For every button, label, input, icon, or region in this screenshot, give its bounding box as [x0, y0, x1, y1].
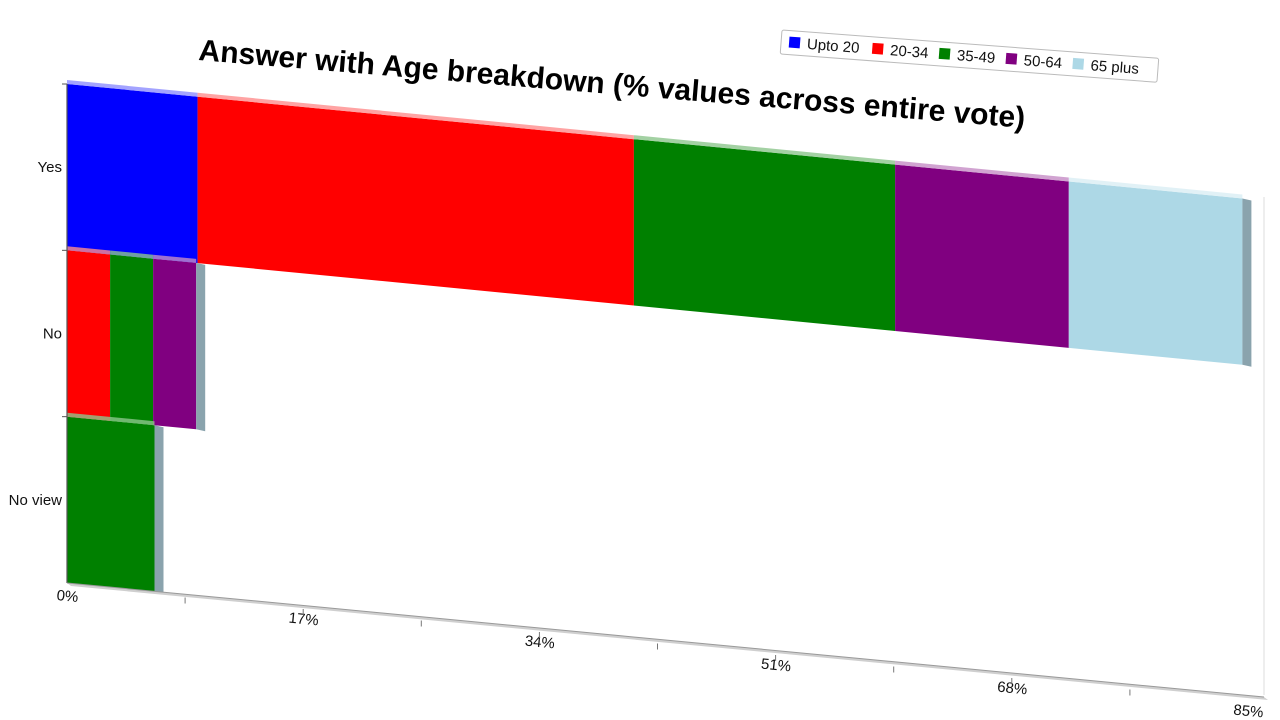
bar-yes-50-64	[895, 164, 1069, 348]
legend-box: Upto 20 20-34 35-49 50-64 65 plus	[779, 29, 1160, 83]
x-tick-label: 51%	[760, 656, 792, 676]
bar-yes-20-34	[197, 96, 634, 306]
legend-swatch	[938, 47, 951, 60]
plot-area	[67, 80, 1252, 594]
bar-top-face	[197, 92, 634, 140]
y-tick-label: No	[43, 326, 62, 343]
legend-swatch	[1072, 57, 1085, 70]
bar-side-face	[154, 425, 164, 594]
legend-label: 50-64	[1023, 52, 1063, 72]
bar-no-35-49	[110, 254, 154, 426]
bar-yes-65-plus	[1068, 181, 1243, 365]
legend-swatch	[871, 42, 884, 55]
y-tick-label: No view	[9, 492, 63, 509]
bar-top-face	[67, 246, 111, 255]
bar-top-face	[895, 160, 1069, 182]
legend-label: 20-34	[890, 42, 930, 62]
legend-label: Upto 20	[806, 36, 860, 57]
bar-top-face	[1068, 177, 1243, 199]
x-axis-floor	[67, 583, 1268, 700]
legend-swatch	[1005, 52, 1018, 65]
bar-yes-35-49	[633, 139, 896, 331]
bar-no-view-35-49	[67, 416, 155, 592]
axes: Yes No No view 0% 17% 34% 51% 68% 85%	[9, 83, 1268, 720]
legend-swatch	[788, 36, 801, 49]
bar-top-face	[67, 412, 155, 426]
legend-label: 65 plus	[1090, 57, 1140, 78]
legend: Upto 20 20-34 35-49 50-64 65 plus	[779, 29, 1160, 83]
bar-top-face	[633, 135, 896, 165]
bar-top-face	[153, 254, 197, 263]
x-tick-label: 85%	[1233, 702, 1265, 720]
bar-no-50-64	[153, 258, 197, 430]
y-tick-label: Yes	[38, 159, 62, 176]
legend-label: 35-49	[956, 47, 996, 67]
bar-no-20-34	[67, 250, 111, 421]
bar-top-face	[110, 250, 154, 259]
x-tick-label: 17%	[288, 610, 320, 630]
bar-yes-upto-20	[67, 84, 198, 264]
x-tick-label: 34%	[524, 633, 556, 653]
x-tick-label: 0%	[56, 587, 79, 606]
x-tick-label: 68%	[996, 679, 1028, 699]
bar-side-face	[1242, 198, 1252, 367]
x-axis-line	[66, 582, 1265, 698]
bar-side-face	[196, 262, 206, 432]
bar-top-face	[67, 80, 198, 97]
